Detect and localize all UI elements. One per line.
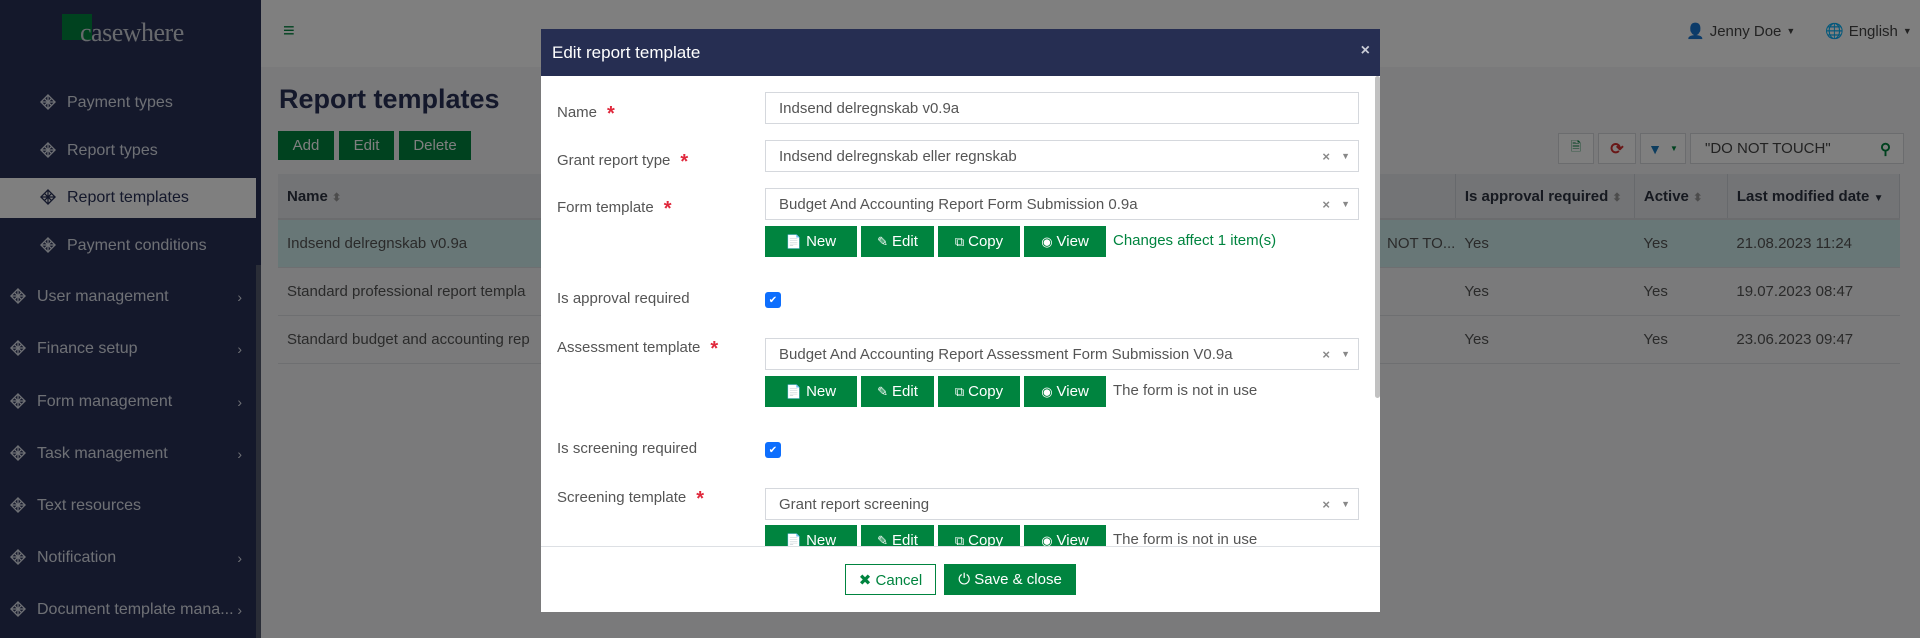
approval-required-label: Is approval required	[557, 290, 690, 307]
file-icon: 📄	[785, 532, 803, 547]
button-label: Copy	[968, 532, 1004, 547]
dialog-body: Name * Indsend delregnskab v0.9a Grant re…	[541, 76, 1380, 547]
form-template-select[interactable]: Budget And Accounting Report Form Submis…	[765, 188, 1359, 220]
chevron-down-icon[interactable]: ▼	[1341, 199, 1350, 209]
eye-icon: ◉	[1041, 233, 1053, 249]
close-icon[interactable]: ×	[1360, 42, 1370, 59]
assessment-template-view-button[interactable]: ◉ View	[1024, 376, 1106, 407]
button-label: Edit	[892, 532, 918, 547]
dialog-title: Edit report template	[552, 42, 701, 62]
eye-icon: ◉	[1041, 383, 1053, 399]
screening-required-checkbox[interactable]: ✔	[765, 442, 781, 458]
dialog-header: Edit report template	[541, 29, 1380, 76]
copy-icon: ⧉	[954, 233, 965, 249]
save-close-button[interactable]: ⏻ Save & close	[944, 564, 1076, 595]
clear-icon[interactable]: ×	[1322, 196, 1330, 212]
name-input[interactable]: Indsend delregnskab v0.9a	[765, 92, 1359, 124]
file-icon: 📄	[785, 383, 803, 399]
screening-template-edit-button[interactable]: ✎ Edit	[861, 525, 934, 547]
button-label: New	[806, 383, 837, 400]
form-template-usage-note: Changes affect 1 item(s)	[1113, 232, 1277, 249]
file-icon: 📄	[785, 233, 803, 249]
assessment-template-label: Assessment template *	[557, 338, 719, 360]
name-label: Name *	[557, 103, 615, 125]
screening-template-usage-note: The form is not in use	[1113, 531, 1258, 547]
copy-icon: ⧉	[954, 383, 965, 399]
clear-icon[interactable]: ×	[1322, 496, 1330, 512]
grant-report-type-label: Grant report type *	[557, 151, 689, 173]
screening-required-label: Is screening required	[557, 440, 698, 457]
screening-template-new-button[interactable]: 📄 New	[765, 525, 857, 547]
approval-required-checkbox[interactable]: ✔	[765, 292, 781, 308]
assessment-template-copy-button[interactable]: ⧉ Copy	[938, 376, 1020, 407]
clear-icon[interactable]: ×	[1322, 148, 1330, 164]
assessment-template-select[interactable]: Budget And Accounting Report Assessment …	[765, 338, 1359, 370]
cancel-button[interactable]: ✖ Cancel	[845, 564, 936, 595]
form-template-view-button[interactable]: ◉ View	[1024, 226, 1106, 257]
chevron-down-icon[interactable]: ▼	[1341, 349, 1350, 359]
form-template-copy-button[interactable]: ⧉ Copy	[938, 226, 1020, 257]
edit-report-template-dialog: Edit report template × Name * Indsend del…	[541, 29, 1380, 612]
edit-icon: ✎	[877, 233, 889, 249]
form-template-new-button[interactable]: 📄 New	[765, 226, 857, 257]
button-label: Edit	[892, 383, 918, 400]
screening-template-select[interactable]: Grant report screening × ▼	[765, 488, 1359, 520]
chevron-down-icon[interactable]: ▼	[1341, 499, 1350, 509]
clear-icon[interactable]: ×	[1322, 346, 1330, 362]
button-label: Copy	[968, 233, 1004, 250]
grant-report-type-select[interactable]: Indsend delregnskab eller regnskab × ▼	[765, 140, 1359, 172]
button-label: Edit	[892, 233, 918, 250]
form-template-edit-button[interactable]: ✎ Edit	[861, 226, 934, 257]
button-label: View	[1056, 532, 1089, 547]
assessment-template-new-button[interactable]: 📄 New	[765, 376, 857, 407]
button-label: View	[1056, 233, 1089, 250]
form-template-label: Form template *	[557, 198, 672, 220]
screening-template-copy-button[interactable]: ⧉ Copy	[938, 525, 1020, 547]
button-label: View	[1056, 383, 1089, 400]
dialog-scrollbar[interactable]	[1375, 76, 1380, 398]
button-label: New	[806, 233, 837, 250]
copy-icon: ⧉	[954, 532, 965, 547]
screening-template-label: Screening template *	[557, 488, 705, 510]
assessment-template-edit-button[interactable]: ✎ Edit	[861, 376, 934, 407]
assessment-template-usage-note: The form is not in use	[1113, 382, 1258, 399]
chevron-down-icon[interactable]: ▼	[1341, 151, 1350, 161]
eye-icon: ◉	[1041, 532, 1053, 547]
button-label: Copy	[968, 383, 1004, 400]
screening-template-view-button[interactable]: ◉ View	[1024, 525, 1106, 547]
button-label: New	[806, 532, 837, 547]
edit-icon: ✎	[877, 532, 889, 547]
edit-icon: ✎	[877, 383, 889, 399]
